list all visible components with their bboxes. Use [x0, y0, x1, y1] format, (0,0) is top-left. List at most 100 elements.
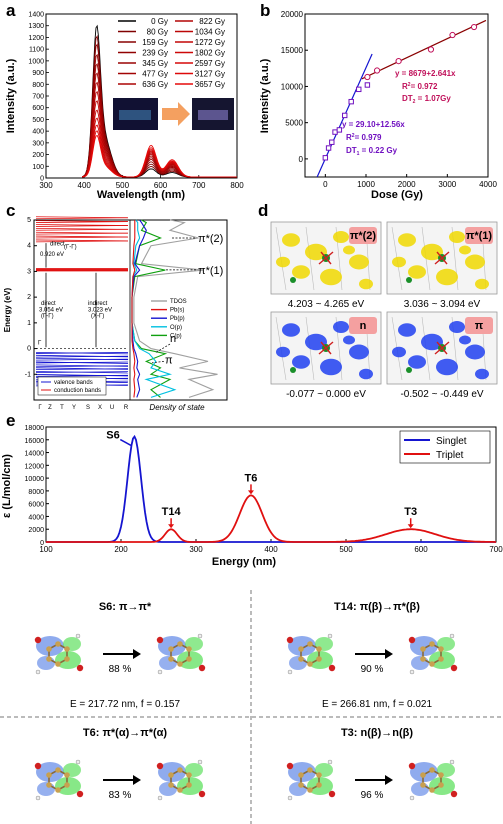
oxygen-atom — [328, 664, 336, 672]
valence-band — [35, 354, 129, 358]
arrow-right-icon — [385, 775, 393, 785]
orbital-lobe — [459, 245, 471, 255]
oxygen-atom — [198, 790, 206, 798]
carbon-atom — [46, 782, 52, 788]
fit-low-dt-symbol: DT — [346, 146, 357, 155]
oxygen-atom — [156, 762, 164, 770]
valence-band — [35, 351, 129, 355]
carbon-atom — [420, 772, 426, 778]
carbon-atom — [168, 656, 174, 662]
chart-a-ytick: 400 — [32, 129, 44, 136]
chart-e-ytick: 16000 — [25, 438, 45, 445]
anno-indirect: indirect — [88, 301, 108, 307]
oxygen-atom — [76, 790, 84, 798]
orbital-lobe — [276, 256, 290, 268]
chart-e-ytick: 4000 — [28, 514, 44, 521]
legend-entry: 1272 Gy — [195, 38, 225, 47]
fit-low-eq: y = 29.10+12.56x — [342, 120, 405, 129]
chart-e-xtick: 100 — [39, 545, 53, 554]
oxygen-atom — [408, 636, 416, 644]
pb-atom — [406, 367, 412, 373]
carbon-atom — [55, 787, 61, 793]
chart-b-xtick: 2000 — [398, 180, 416, 189]
data-point-high — [395, 57, 402, 65]
carbon-atom — [307, 767, 313, 773]
legend-entry: 80 Gy — [147, 28, 168, 37]
fit-high-r2: = 0.972 — [411, 82, 438, 91]
chart-a-ytick: 900 — [32, 70, 44, 77]
chart-a-ylabel: Intensity (a.u.) — [5, 58, 17, 133]
chart-b-xtick: 4000 — [479, 180, 497, 189]
data-point-high — [449, 31, 456, 39]
valence-band — [35, 367, 129, 370]
data-point-low — [325, 145, 332, 151]
orbital-grid: π*(2) 4.203 ~ 4.265 eV π*(1) 3.036 ~ 3.094 … — [270, 221, 498, 400]
orbital-lobe — [398, 233, 416, 247]
carbon-atom — [316, 772, 322, 778]
chart-a-xtick: 300 — [39, 181, 53, 190]
legend-entry: 822 Gy — [199, 17, 225, 26]
chart-a-ytick: 500 — [32, 117, 44, 124]
chart-c-ytick: 0 — [27, 346, 31, 353]
spectrum-triplet — [46, 494, 496, 543]
dos-curve — [131, 220, 136, 398]
orbital-lobe — [305, 333, 327, 351]
valence-band — [35, 357, 129, 361]
conduction-band — [35, 216, 129, 219]
chart-a-ytick: 800 — [32, 82, 44, 89]
chart-e-xtick: 700 — [489, 545, 503, 554]
anno-gamma: Γ — [38, 341, 42, 347]
carbon-atom — [298, 782, 304, 788]
oxygen-atom — [34, 636, 42, 644]
arrow-right-icon — [385, 649, 393, 659]
orbital-tag-bg — [349, 317, 377, 334]
data-point-low — [336, 127, 343, 133]
carbon-atom — [64, 782, 70, 788]
carbon-atom — [64, 646, 70, 652]
chart-b-ytick: 10000 — [281, 82, 304, 91]
chart-b-xlabel: Dose (Gy) — [371, 189, 423, 201]
orbital-lobe — [292, 355, 310, 369]
transition-title: T3: n(β)→n(β) — [341, 727, 413, 739]
anno-indirect-val: 3.023 eV — [88, 307, 112, 313]
spectrum-singlet — [46, 434, 496, 543]
data-point-low — [329, 139, 335, 145]
spectrum-line — [82, 134, 237, 178]
carbon-atom — [429, 661, 435, 667]
legend-entry: 1034 Gy — [195, 28, 225, 37]
legend-entry: 159 Gy — [142, 38, 168, 47]
orbital-tag: π*(2) — [350, 230, 376, 242]
dos-legend-entry: O(p) — [170, 325, 182, 331]
chart-e-xtick: 600 — [414, 545, 428, 554]
carbon-atom — [55, 767, 61, 773]
carbon-atom — [168, 772, 174, 778]
orbital-lobe — [282, 233, 300, 247]
chart-c-ytick: 4 — [27, 243, 31, 250]
orbital-lobe — [343, 245, 355, 255]
carbon-atom — [177, 661, 183, 667]
chart-e-ytick: 10000 — [25, 476, 45, 483]
dos-legend-entry: C(p) — [170, 333, 182, 339]
dos-legend-entry: TDOS — [170, 299, 187, 305]
carbon-atom — [429, 767, 435, 773]
panel-label-a: a — [6, 1, 16, 20]
chart-b-ytick: 0 — [299, 155, 304, 164]
fit-low-r2-symbol: R — [346, 133, 352, 142]
dos-label: Density of state — [149, 403, 205, 412]
chart-b-frame — [304, 13, 489, 178]
chart-a-ytick: 700 — [32, 94, 44, 101]
carbon-atom — [438, 646, 444, 652]
chart-a-ytick: 0 — [40, 176, 44, 183]
chart-e-xlabel: Energy (nm) — [212, 556, 277, 568]
legend-entry: 636 Gy — [142, 80, 168, 89]
carbon-atom — [64, 772, 70, 778]
kpoint-label: U — [110, 405, 114, 411]
chart-b-xtick: 1000 — [357, 180, 375, 189]
data-point-high — [364, 73, 371, 81]
transition-energy: E = 266.81 nm, f = 0.021 — [322, 699, 433, 710]
conduction-band — [35, 227, 129, 230]
legend-entry: 2597 Gy — [195, 59, 225, 68]
chart-a-ytick: 200 — [32, 152, 44, 159]
chart-a-ytick: 300 — [32, 140, 44, 147]
